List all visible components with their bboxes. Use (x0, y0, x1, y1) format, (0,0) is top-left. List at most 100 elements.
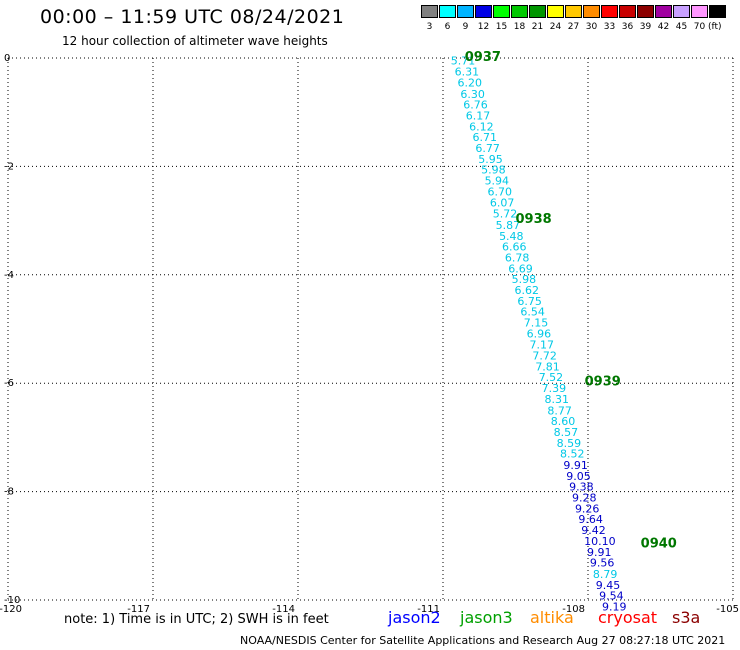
wave-height-value: 7.72 (532, 350, 557, 363)
y-tick-label: -6 (4, 378, 14, 389)
wave-height-value: 9.19 (602, 601, 627, 614)
colorbar-swatch (493, 5, 510, 18)
pass-time-label: 0938 (516, 212, 552, 227)
colorbar-swatch (637, 5, 654, 18)
wave-height-value: 9.54 (599, 590, 624, 603)
y-tick-label: -10 (4, 595, 20, 606)
colorbar-label: 18 (513, 22, 526, 32)
colorbar-swatch (457, 5, 474, 18)
wave-height-points: 5.716.316.206.306.766.176.126.716.775.95… (451, 55, 627, 614)
colorbar-swatch (655, 5, 672, 18)
wave-height-value: 9.56 (590, 557, 615, 570)
wave-height-value: 9.42 (581, 524, 606, 537)
wave-height-value: 7.52 (539, 371, 564, 384)
pass-time-labels: 0937 0938 0939 0940 (465, 50, 677, 552)
pass-time-label: 0940 (641, 537, 677, 552)
wave-height-value: 5.95 (478, 153, 503, 166)
y-tick-label: -2 (4, 161, 14, 172)
wave-height-value: 9.28 (572, 492, 597, 505)
colorbar-label: 15 (495, 22, 508, 32)
wave-height-value: 8.57 (554, 426, 579, 439)
wave-height-value: 7.81 (535, 360, 560, 373)
x-tick-label: -120 (0, 604, 22, 615)
wave-height-value: 6.78 (505, 251, 530, 264)
x-tick-label: -117 (127, 604, 150, 615)
x-tick-label: -114 (272, 604, 295, 615)
colorbar-label: 9 (462, 22, 469, 32)
wave-height-value: 6.54 (520, 306, 545, 319)
wave-height-value: 6.70 (487, 185, 512, 198)
colorbar-label: 21 (531, 22, 544, 32)
wave-height-value: 9.64 (578, 513, 603, 526)
legend-item-jason3: jason3 (460, 608, 513, 627)
colorbar-unit: (ft) (708, 22, 722, 32)
colorbar-label: 45 (675, 22, 688, 32)
wave-height-value: 6.66 (502, 241, 527, 254)
colorbar-swatch (619, 5, 636, 18)
colorbar-swatch (691, 5, 708, 18)
wave-height-value: 8.77 (547, 404, 572, 417)
legend-item-s3a: s3a (672, 608, 701, 627)
page-title: 00:00 – 11:59 UTC 08/24/2021 (40, 6, 345, 28)
wave-height-value: 7.17 (530, 339, 555, 352)
colorbar-swatch (565, 5, 582, 18)
colorbar-label: 33 (603, 22, 616, 32)
legend-item-jason2: jason2 (388, 608, 441, 627)
pass-time-label: 0937 (465, 50, 501, 65)
x-tick-label: -108 (562, 604, 585, 615)
colorbar-swatch (709, 5, 726, 18)
wave-height-value: 6.17 (466, 109, 491, 122)
wave-height-value: 8.52 (560, 448, 585, 461)
wave-height-value: 9.45 (596, 579, 621, 592)
wave-height-value: 9.91 (587, 546, 612, 559)
wave-height-value: 6.62 (515, 284, 540, 297)
wave-height-value: 8.59 (557, 437, 582, 450)
wave-height-value: 9.38 (569, 481, 594, 494)
colorbar-swatch (421, 5, 438, 18)
axis-tick-labels: -120 -117 -114 -111 -108 -105 0 -2 -4 -6 -8 -10 (0, 53, 739, 615)
wave-height-value: 7.15 (524, 316, 549, 329)
colorbar-swatch (583, 5, 600, 18)
colorbar-label: 6 (444, 22, 451, 32)
wave-height-value: 5.48 (499, 230, 523, 243)
wave-height-value: 6.07 (490, 197, 514, 210)
colorbar-label: 70 (693, 22, 706, 32)
colorbar-swatch (439, 5, 456, 18)
wave-height-value: 8.60 (551, 415, 576, 428)
wave-height-value: 6.12 (469, 120, 494, 133)
colorbar-label: 39 (639, 22, 652, 32)
wave-height-value: 8.31 (545, 393, 570, 406)
wave-height-value: 9.05 (566, 470, 591, 483)
colorbar-swatch (475, 5, 492, 18)
colorbar-label: 12 (477, 22, 490, 32)
wave-height-value: 6.71 (472, 131, 497, 144)
wave-height-value: 5.98 (481, 164, 506, 177)
wave-height-value: 5.72 (493, 208, 518, 221)
wave-height-value: 8.79 (593, 568, 618, 581)
units-note: note: 1) Time is in UTC; 2) SWH is in fe… (64, 612, 329, 627)
wave-height-value: 5.87 (496, 219, 521, 232)
credit-line: NOAA/NESDIS Center for Satellite Applica… (240, 634, 726, 647)
wave-height-value: 9.91 (563, 459, 588, 472)
colorbar-label: 30 (585, 22, 598, 32)
legend-item-cryosat: cryosat (598, 608, 658, 627)
colorbar-label: 24 (549, 22, 562, 32)
map-grid (7, 57, 734, 601)
y-tick-label: -8 (4, 487, 14, 498)
y-tick-label: -4 (4, 270, 14, 281)
wave-height-value: 10.10 (584, 535, 616, 548)
colorbar-label: 3 (426, 22, 433, 32)
wave-height-value: 5.98 (512, 273, 536, 286)
wave-height-value: 6.20 (458, 76, 483, 89)
colorbar-swatch (529, 5, 546, 18)
colorbar-swatch (601, 5, 618, 18)
colorbar-swatch (511, 5, 528, 18)
colorbar-label: 36 (621, 22, 634, 32)
colorbar-swatch (547, 5, 564, 18)
colorbar-label: 27 (567, 22, 580, 32)
colorbar-swatch (673, 5, 690, 18)
wave-height-value: 5.94 (485, 174, 510, 187)
wave-height-value: 6.76 (463, 99, 488, 112)
page-subtitle: 12 hour collection of altimeter wave hei… (62, 34, 328, 48)
